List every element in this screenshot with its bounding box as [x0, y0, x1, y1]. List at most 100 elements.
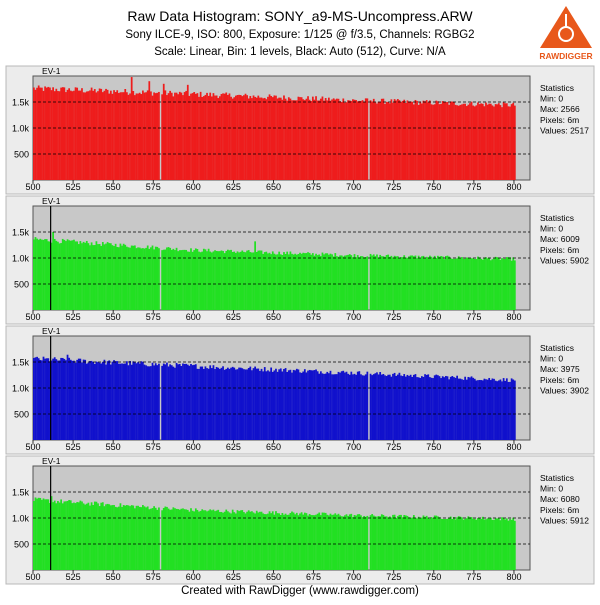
histogram-bar	[396, 256, 399, 310]
histogram-bar	[505, 257, 508, 310]
histogram-bar	[101, 92, 104, 180]
histogram-bar	[222, 512, 224, 570]
histogram-bar	[135, 505, 138, 570]
histogram-bar	[489, 380, 492, 440]
histogram-bar	[254, 241, 256, 310]
histogram-bar	[71, 240, 74, 310]
histogram-bar	[191, 510, 194, 570]
histogram-bar	[206, 92, 208, 180]
histogram-bar	[278, 97, 281, 180]
histogram-bar	[154, 363, 157, 440]
histogram-bar	[406, 100, 409, 180]
histogram-bar	[470, 101, 473, 180]
histogram-bar	[119, 503, 122, 570]
histogram-bar	[191, 93, 194, 180]
histogram-bar	[315, 514, 317, 570]
histogram-bar	[380, 256, 383, 310]
histogram-bar	[119, 92, 122, 180]
histogram-bar	[318, 254, 321, 310]
histogram-bar	[268, 94, 271, 180]
statistics-line: Statistics	[540, 473, 574, 483]
histogram-bar	[289, 369, 292, 440]
histogram-bar	[100, 363, 103, 440]
histogram-bar	[210, 252, 213, 310]
histogram-bar	[156, 246, 159, 310]
histogram-bar	[135, 93, 138, 180]
histogram-bar	[265, 99, 268, 180]
histogram-bar	[283, 95, 285, 180]
histogram-bar	[510, 260, 513, 310]
histogram-bar	[411, 255, 414, 310]
histogram-bar	[438, 517, 441, 570]
histogram-bar	[49, 87, 51, 180]
x-tick-label: 675	[306, 572, 321, 582]
histogram-bar	[61, 238, 64, 310]
histogram-bar	[142, 505, 144, 570]
histogram-bar	[81, 362, 83, 440]
histogram-bar	[440, 103, 442, 180]
histogram-bar	[134, 508, 136, 570]
histogram-bar	[403, 99, 406, 180]
histogram-bar	[125, 92, 128, 180]
histogram-bar	[275, 95, 277, 180]
histogram-bar	[251, 252, 253, 310]
x-tick-label: 675	[306, 312, 321, 322]
histogram-bar	[178, 509, 181, 570]
x-tick-label: 750	[426, 572, 441, 582]
histogram-bar	[276, 513, 279, 570]
histogram-bar	[493, 519, 495, 570]
histogram-bar	[283, 252, 285, 310]
histogram-bar	[427, 374, 430, 440]
histogram-bar	[400, 257, 402, 310]
histogram-bar	[270, 367, 273, 440]
histogram-bar	[132, 361, 135, 440]
histogram-bar	[448, 104, 450, 180]
histogram-bar	[271, 251, 274, 310]
histogram-bar	[220, 94, 223, 180]
histogram-bar	[148, 366, 151, 440]
histogram-bar	[167, 93, 170, 180]
histogram-bar	[451, 376, 454, 440]
histogram-bar	[172, 366, 175, 440]
histogram-bar	[443, 377, 446, 440]
x-tick-label: 550	[106, 442, 121, 452]
statistics-line: Pixels: 6m	[540, 115, 579, 125]
histogram-bar	[352, 374, 354, 440]
histogram-bar	[65, 360, 67, 440]
histogram-bar	[84, 92, 87, 180]
histogram-bar	[39, 497, 42, 570]
histogram-bar	[114, 92, 117, 180]
histogram-bar	[50, 242, 53, 310]
histogram-bar	[344, 255, 346, 310]
histogram-bar	[336, 98, 338, 180]
histogram-bar	[127, 94, 130, 180]
histogram-bar	[382, 98, 385, 180]
histogram-bar	[411, 101, 414, 180]
histogram-bar	[295, 512, 298, 570]
histogram-bar	[201, 509, 204, 570]
histogram-bar	[496, 257, 499, 310]
histogram-bar	[437, 375, 439, 440]
histogram-bar	[448, 379, 450, 440]
histogram-bar	[190, 93, 192, 180]
histogram-bar	[228, 368, 231, 440]
histogram-bar	[300, 97, 303, 180]
histogram-bar	[470, 517, 473, 570]
histogram-bar	[103, 90, 106, 180]
histogram-bar	[231, 366, 234, 440]
histogram-bar	[93, 501, 96, 570]
histogram-bar	[236, 95, 239, 180]
histogram-bar	[477, 380, 479, 440]
histogram-bar	[388, 374, 391, 440]
histogram-bar	[294, 370, 297, 440]
histogram-bar	[210, 96, 213, 180]
histogram-bar	[440, 256, 442, 310]
histogram-bar	[348, 100, 351, 180]
histogram-bar	[446, 255, 449, 310]
histogram-bar	[137, 362, 139, 440]
histogram-bar	[44, 499, 46, 570]
histogram-bar	[228, 512, 231, 570]
histogram-bar	[39, 359, 42, 440]
histogram-bar	[247, 368, 250, 440]
histogram-bar	[69, 90, 72, 180]
